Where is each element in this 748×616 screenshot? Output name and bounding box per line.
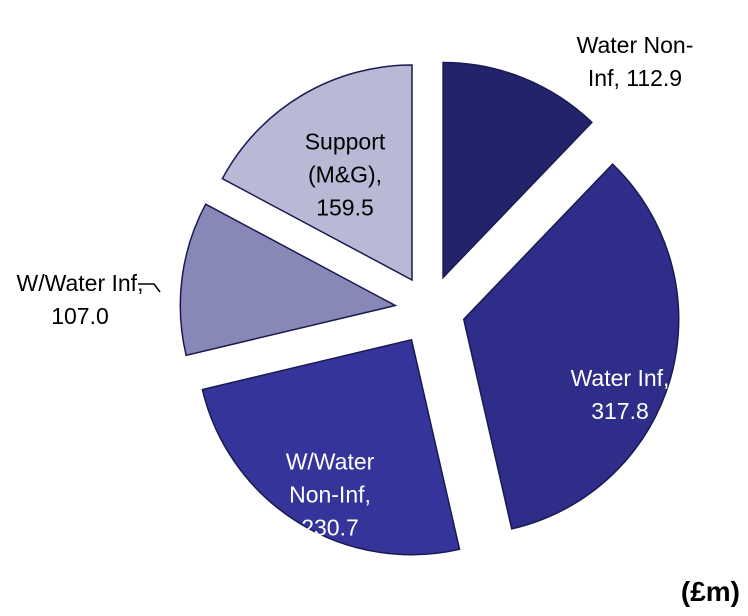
slice-name: Water Non-Inf, (576, 32, 694, 91)
unit-label: (£m) (680, 576, 740, 607)
pie-slice (201, 338, 461, 556)
slice-value: 112.9 (626, 65, 683, 91)
slice-label: W/Water Non-Inf, 230.7 (260, 446, 400, 545)
slice-name: W/Water Inf, (16, 270, 144, 296)
pie-slice (462, 163, 680, 530)
slice-label: Water Inf, 317.8 (545, 362, 695, 428)
pie-slice (442, 61, 593, 280)
slice-value: 317.8 (591, 398, 649, 424)
slice-value: 107.0 (51, 303, 109, 329)
slice-label: Support (M&G), 159.5 (290, 126, 400, 225)
slice-name: Water Inf, (570, 365, 670, 391)
leader-line (138, 283, 161, 293)
slice-name: W/Water Non-Inf, (285, 448, 375, 508)
slice-value: 159.5 (316, 194, 374, 221)
slice-name: Support (M&G), (304, 128, 386, 188)
slice-label: W/Water Inf, 107.0 (10, 267, 150, 333)
slice-value: 230.7 (301, 514, 359, 541)
pie-slice (179, 203, 398, 357)
slice-label: Water Non-Inf, 112.9 (575, 29, 695, 95)
pie-slice (221, 64, 413, 282)
